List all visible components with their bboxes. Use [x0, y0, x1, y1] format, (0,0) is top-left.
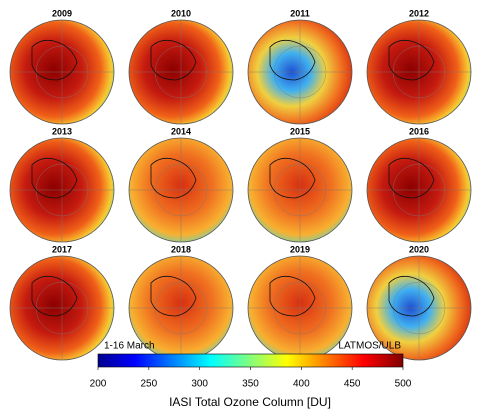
period-note: 1-16 March [104, 341, 155, 352]
colorbar-label: IASI Total Ozone Column [DU] [169, 395, 331, 409]
colorbar-tick-label: 450 [344, 379, 361, 390]
coastline [31, 157, 78, 199]
year-title: 2010 [171, 8, 191, 18]
year-title: 2019 [290, 244, 310, 254]
year-title: 2012 [409, 8, 429, 18]
year-title: 2016 [409, 126, 429, 136]
coastline [31, 39, 78, 81]
coastline [150, 39, 197, 81]
coastline [269, 39, 316, 81]
coastline [269, 157, 316, 199]
year-title: 2013 [52, 126, 72, 136]
coastline [269, 275, 316, 317]
colorbar-tick-label: 200 [90, 379, 107, 390]
colorbar-tick-label: 350 [242, 379, 259, 390]
coastline [150, 275, 197, 317]
coastline [150, 157, 197, 199]
year-title: 2015 [290, 126, 310, 136]
year-title: 2009 [52, 8, 72, 18]
colorbar-tick-label: 250 [140, 379, 157, 390]
year-title: 2020 [409, 244, 429, 254]
year-title: 2014 [171, 126, 191, 136]
credit-note: LATMOS/ULB [338, 341, 401, 352]
colorbar-tick-label: 400 [293, 379, 310, 390]
coastline [388, 275, 435, 317]
year-title: 2011 [290, 8, 310, 18]
colorbar [97, 353, 404, 368]
year-title: 2017 [52, 244, 72, 254]
year-title: 2018 [171, 244, 191, 254]
coastline [31, 275, 78, 317]
colorbar-tick-label: 300 [191, 379, 208, 390]
panel-grid: 2009 2010 2011 2012 2013 2014 2015 2016 2017 2018… [9, 8, 472, 361]
coastline [388, 157, 435, 199]
coastline [388, 39, 435, 81]
colorbar-tick-label: 500 [395, 379, 412, 390]
